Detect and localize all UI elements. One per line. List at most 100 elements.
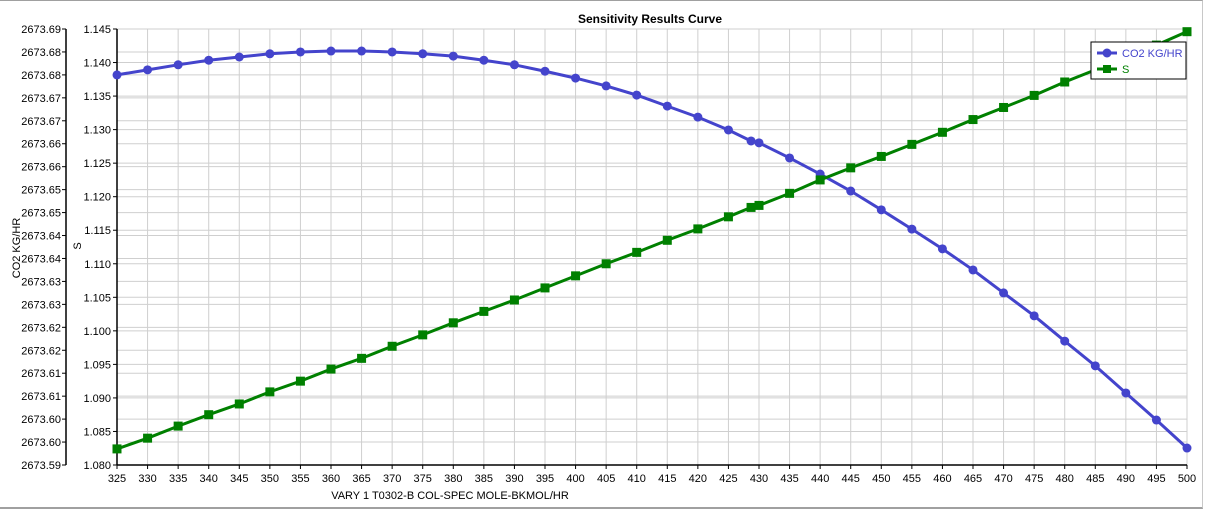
y-s-tick-label: 1.120 (83, 192, 111, 204)
data-point-co2 (723, 125, 733, 135)
y-left-tick-label: 2673.62 (21, 345, 61, 357)
data-point-co2 (937, 244, 947, 254)
data-point-co2 (112, 70, 122, 80)
data-point-co2 (1029, 311, 1039, 321)
x-tick-label: 485 (1086, 473, 1104, 485)
series-group (112, 27, 1192, 454)
y-left-tick-label: 2673.61 (21, 391, 61, 403)
data-point-co2 (204, 55, 214, 65)
data-point-s (173, 421, 183, 431)
data-point-s (265, 387, 275, 397)
data-point-s (632, 247, 642, 257)
x-tick-label: 410 (628, 473, 646, 485)
data-point-co2 (907, 224, 917, 234)
data-point-s (754, 200, 764, 210)
x-tick-label: 435 (780, 473, 798, 485)
y-left-tick-label: 2673.60 (21, 414, 61, 426)
data-point-s (204, 410, 214, 420)
data-point-co2 (1151, 415, 1161, 425)
y-s-tick-label: 1.090 (83, 393, 111, 405)
data-point-s (876, 151, 886, 161)
y-left-tick-label: 2673.68 (21, 70, 61, 82)
x-tick-label: 325 (108, 473, 126, 485)
data-point-s (662, 235, 672, 245)
y-s-tick-label: 1.110 (84, 259, 111, 271)
data-point-co2 (571, 73, 581, 83)
data-point-co2 (357, 46, 367, 56)
y-s-tick-label: 1.085 (83, 426, 111, 438)
legend[interactable]: CO2 KG/HR S (1090, 41, 1187, 80)
y-s-tick-label: 1.135 (83, 91, 111, 103)
data-point-co2 (1121, 388, 1131, 398)
x-tick-label: 405 (597, 473, 615, 485)
data-point-co2 (143, 65, 153, 75)
data-point-co2 (265, 49, 275, 59)
data-point-co2 (1182, 443, 1192, 453)
data-point-s (907, 139, 917, 149)
y-axis-left-label: CO2 KG/HR (11, 218, 23, 279)
data-point-s (295, 376, 305, 386)
x-tick-label: 475 (1025, 473, 1043, 485)
data-point-s (693, 224, 703, 234)
y-left-tick-label: 2673.64 (21, 231, 61, 243)
y-left-tick-label: 2673.59 (21, 460, 61, 472)
data-point-s (479, 306, 489, 316)
x-tick-label: 385 (475, 473, 493, 485)
x-tick-label: 370 (383, 473, 401, 485)
y-left-tick-label: 2673.62 (21, 322, 61, 334)
data-point-co2 (448, 51, 458, 61)
x-tick-label: 470 (994, 473, 1012, 485)
y-s-tick-label: 1.145 (83, 24, 111, 36)
data-point-co2 (326, 46, 336, 56)
legend-circle-marker-icon (1102, 48, 1112, 58)
x-tick-label: 335 (169, 473, 187, 485)
x-tick-label: 450 (872, 473, 890, 485)
x-tick-label: 365 (352, 473, 370, 485)
x-tick-label: 330 (138, 473, 156, 485)
data-point-s (815, 175, 825, 185)
y-s-tick-label: 1.130 (83, 125, 111, 137)
data-point-co2 (387, 47, 397, 57)
y-left-tick-label: 2673.65 (21, 208, 61, 220)
y-left-tick-label: 2673.68 (21, 47, 61, 59)
y-s-tick-label: 1.095 (83, 359, 111, 371)
data-point-co2 (1060, 336, 1070, 346)
data-point-s (968, 115, 978, 125)
data-point-co2 (173, 60, 183, 70)
y-left-tick-label: 2673.67 (21, 116, 61, 128)
y-s-tick-label: 1.100 (83, 326, 111, 338)
data-point-co2 (662, 101, 672, 111)
x-tick-label: 355 (291, 473, 309, 485)
data-point-co2 (479, 55, 489, 65)
data-point-co2 (234, 52, 244, 62)
x-tick-label: 425 (719, 473, 737, 485)
data-point-s (1029, 90, 1039, 100)
y-s-tick-label: 1.140 (83, 58, 111, 70)
data-point-s (1060, 77, 1070, 87)
x-axis-label: VARY 1 T0302-B COL-SPEC MOLE-BKMOL/HR (331, 490, 569, 502)
data-point-co2 (846, 186, 856, 196)
data-point-s (387, 341, 397, 351)
data-point-co2 (1090, 361, 1100, 371)
y-s-tick-label: 1.105 (83, 292, 111, 304)
data-point-s (746, 202, 756, 212)
x-tick-label: 495 (1147, 473, 1165, 485)
x-tick-label: 455 (903, 473, 921, 485)
y-left-tick-label: 2673.64 (21, 253, 61, 265)
x-tick-label: 445 (842, 473, 860, 485)
x-tick-label: 340 (200, 473, 218, 485)
x-tick-label: 480 (1056, 473, 1074, 485)
y-left-tick-label: 2673.66 (21, 162, 61, 174)
data-point-s (143, 433, 153, 443)
data-point-co2 (999, 288, 1009, 298)
chart-title: Sensitivity Results Curve (578, 12, 722, 26)
x-tick-label: 400 (566, 473, 584, 485)
data-point-s (937, 127, 947, 137)
y-left-tick-label: 2673.63 (21, 276, 61, 288)
x-tick-label: 360 (322, 473, 340, 485)
data-point-co2 (601, 81, 611, 91)
grid (116, 28, 1188, 466)
data-point-s (357, 353, 367, 363)
y-left-tick-label: 2673.67 (21, 93, 61, 105)
